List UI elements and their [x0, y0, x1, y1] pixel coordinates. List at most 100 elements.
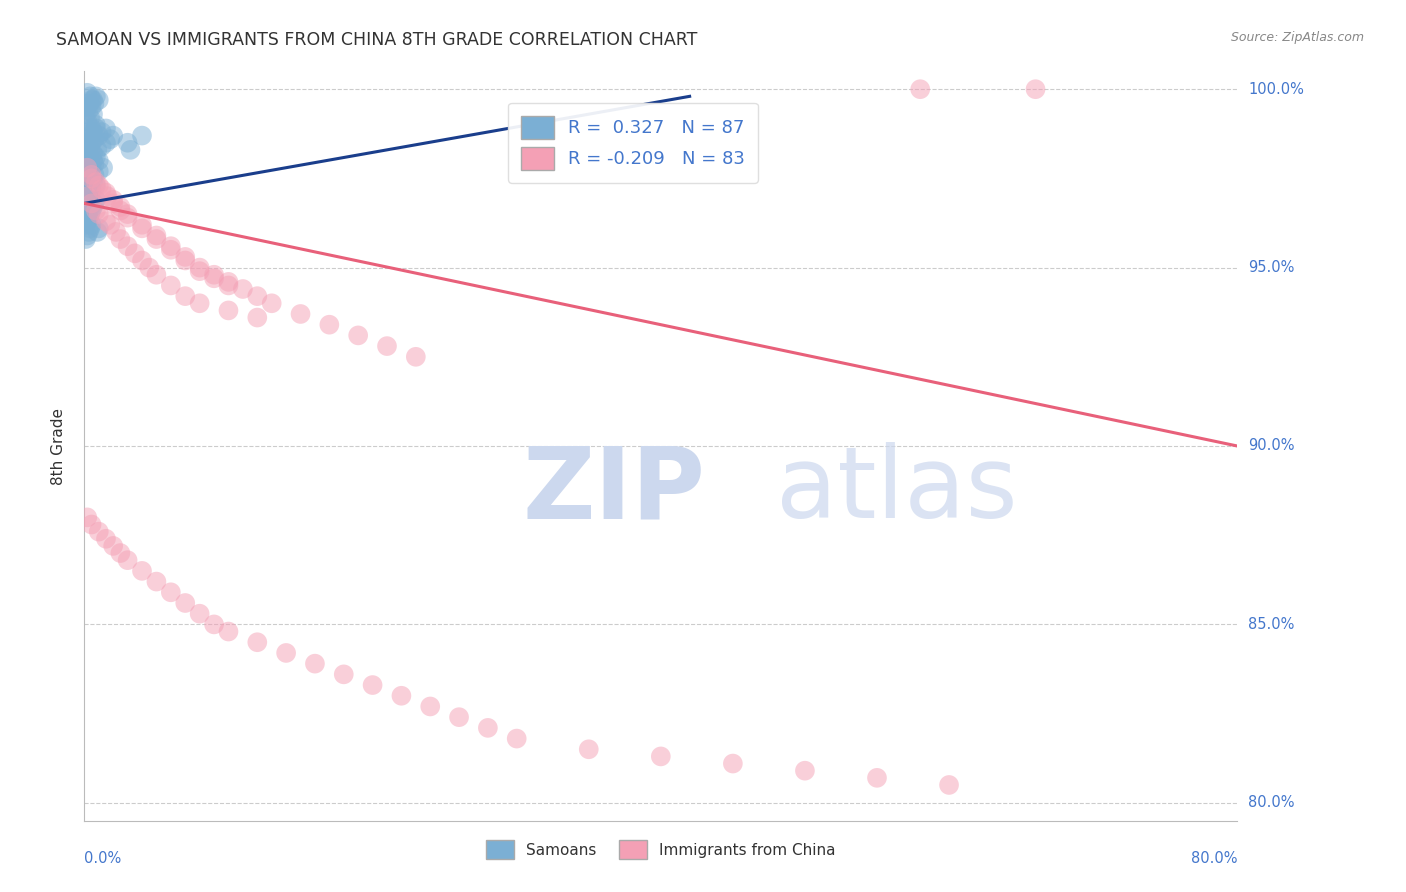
Point — [145, 268, 167, 282]
Point — [94, 121, 117, 136]
Point — [75, 211, 97, 225]
Point — [361, 678, 384, 692]
Point — [218, 278, 240, 293]
Point — [347, 328, 370, 343]
Point — [188, 607, 211, 621]
Point — [94, 186, 117, 200]
Point — [131, 218, 153, 232]
Point — [391, 689, 413, 703]
Point — [98, 218, 121, 232]
Point — [174, 250, 197, 264]
Point — [76, 200, 98, 214]
Point — [87, 93, 110, 107]
Point — [188, 260, 211, 275]
Point — [218, 624, 240, 639]
Y-axis label: 8th Grade: 8th Grade — [51, 408, 66, 484]
Point — [75, 218, 97, 232]
Text: 100.0%: 100.0% — [1249, 82, 1305, 96]
Point — [1025, 82, 1047, 96]
Point — [145, 228, 167, 243]
Point — [80, 218, 103, 232]
Point — [82, 200, 104, 214]
Point — [506, 731, 529, 746]
Text: Source: ZipAtlas.com: Source: ZipAtlas.com — [1230, 31, 1364, 45]
Point — [90, 182, 112, 196]
Point — [77, 203, 100, 218]
Point — [98, 132, 121, 146]
Point — [96, 189, 118, 203]
Point — [94, 136, 117, 150]
Point — [75, 107, 97, 121]
Point — [80, 93, 103, 107]
Point — [110, 203, 132, 218]
Point — [84, 193, 107, 207]
Point — [120, 143, 142, 157]
Point — [79, 111, 101, 125]
Point — [117, 207, 139, 221]
Point — [91, 161, 114, 175]
Point — [82, 107, 104, 121]
Point — [82, 146, 104, 161]
Point — [110, 546, 132, 560]
Point — [79, 128, 101, 143]
Point — [80, 121, 103, 136]
Point — [131, 253, 153, 268]
Point — [174, 289, 197, 303]
Point — [80, 203, 103, 218]
Point — [145, 232, 167, 246]
Point — [76, 161, 98, 175]
Point — [75, 189, 97, 203]
Point — [77, 125, 100, 139]
Point — [82, 175, 104, 189]
Point — [75, 153, 97, 168]
Point — [218, 275, 240, 289]
Point — [79, 89, 101, 103]
Point — [260, 296, 283, 310]
Point — [103, 128, 124, 143]
Point — [82, 93, 104, 107]
Point — [318, 318, 340, 332]
Point — [77, 150, 100, 164]
Point — [76, 207, 98, 221]
Point — [117, 553, 139, 567]
Point — [87, 178, 110, 193]
Point — [650, 749, 672, 764]
Point — [80, 161, 103, 175]
Legend: Samoans, Immigrants from China: Samoans, Immigrants from China — [479, 834, 842, 865]
Point — [77, 211, 100, 225]
Point — [80, 136, 103, 150]
Point — [80, 100, 103, 114]
Text: 90.0%: 90.0% — [1249, 439, 1295, 453]
Point — [76, 132, 98, 146]
Point — [75, 203, 97, 218]
Point — [76, 86, 98, 100]
Point — [131, 221, 153, 235]
Point — [90, 125, 112, 139]
Point — [145, 574, 167, 589]
Point — [87, 524, 110, 539]
Point — [76, 189, 98, 203]
Point — [83, 96, 105, 111]
Point — [794, 764, 817, 778]
Point — [76, 510, 98, 524]
Point — [87, 128, 110, 143]
Point — [86, 225, 108, 239]
Point — [83, 168, 105, 182]
Point — [76, 182, 98, 196]
Text: SAMOAN VS IMMIGRANTS FROM CHINA 8TH GRADE CORRELATION CHART: SAMOAN VS IMMIGRANTS FROM CHINA 8TH GRAD… — [56, 31, 697, 49]
Point — [76, 196, 98, 211]
Point — [160, 278, 183, 293]
Point — [117, 239, 139, 253]
Point — [202, 268, 225, 282]
Text: 80.0%: 80.0% — [1249, 796, 1295, 810]
Point — [405, 350, 427, 364]
Point — [117, 211, 139, 225]
Point — [246, 289, 269, 303]
Point — [80, 517, 103, 532]
Point — [938, 778, 960, 792]
Point — [79, 171, 101, 186]
Point — [76, 161, 98, 175]
Point — [188, 264, 211, 278]
Point — [87, 153, 110, 168]
Point — [75, 136, 97, 150]
